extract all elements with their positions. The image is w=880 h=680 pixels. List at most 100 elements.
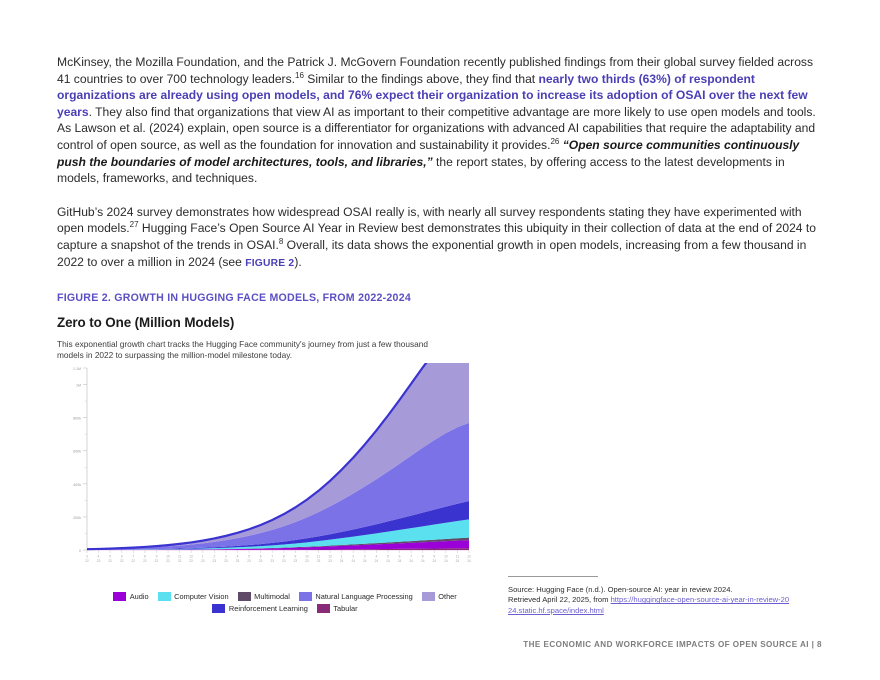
legend-swatch-icon — [212, 604, 226, 613]
text-run: ). — [294, 254, 302, 269]
x-axis-tick-label: 5 — [109, 555, 111, 559]
x-axis-tick-label: 5 — [387, 555, 389, 559]
x-axis-tick-sublabel: 22 — [143, 559, 147, 563]
legend-item[interactable]: Computer Vision — [157, 592, 229, 601]
x-axis-tick-label: 4 — [376, 555, 378, 559]
x-axis-tick-label: 12 — [189, 555, 193, 559]
legend-item[interactable]: Natural Language Processing — [298, 592, 413, 601]
x-axis-tick-sublabel: 22 — [120, 559, 124, 563]
x-axis-tick-label: 8 — [283, 555, 285, 559]
x-axis-tick-label: 1 — [341, 555, 343, 559]
body-text: McKinsey, the Mozilla Foundation, and th… — [57, 54, 819, 289]
x-axis-tick-sublabel: 24 — [386, 559, 390, 563]
text-run: the report states, by offering access to… — [57, 154, 785, 186]
legend-swatch-icon — [421, 592, 435, 601]
x-axis-tick-sublabel: 22 — [178, 559, 182, 563]
text-run: nearly two thirds (63%) of respondent or… — [57, 71, 808, 119]
chart-svg: 0200k400k600k800k1M1.1M32242252262272282… — [73, 363, 471, 563]
x-axis-tick-sublabel: 24 — [398, 559, 402, 563]
x-axis-tick-label: 1 — [202, 555, 204, 559]
x-axis-tick-sublabel: 23 — [224, 559, 228, 563]
legend-item[interactable]: Other — [421, 592, 457, 601]
y-axis-tick-label: 1.1M — [73, 367, 81, 371]
x-axis-tick-sublabel: 23 — [201, 559, 205, 563]
legend-item[interactable]: Tabular — [316, 604, 358, 613]
x-axis-tick-label: 11 — [317, 555, 321, 559]
legend-label: Computer Vision — [174, 592, 229, 601]
x-axis-tick-sublabel: 24 — [409, 559, 413, 563]
x-axis-tick-label: 3 — [225, 555, 227, 559]
text-run: 27 — [129, 220, 139, 230]
x-axis-tick-label: 6 — [121, 555, 123, 559]
x-axis-tick-sublabel: 24 — [363, 559, 367, 563]
legend-label: Natural Language Processing — [315, 592, 413, 601]
text-run: 16 — [295, 70, 304, 80]
x-axis-tick-sublabel: 22 — [97, 559, 101, 563]
total-trend-line — [86, 363, 428, 551]
x-axis-tick-sublabel: 24 — [375, 559, 379, 563]
x-axis-tick-label: 5 — [248, 555, 250, 559]
x-axis-tick-sublabel: 23 — [328, 559, 332, 563]
legend-item[interactable]: Reinforcement Learning — [212, 604, 308, 613]
x-axis-tick-sublabel: 23 — [282, 559, 286, 563]
x-axis-tick-sublabel: 24 — [351, 559, 355, 563]
x-axis-tick-label: 12 — [328, 555, 332, 559]
page-footer: THE ECONOMIC AND WORKFORCE IMPACTS OF OP… — [523, 640, 822, 649]
source-citation: Source: Hugging Face (n.d.). Open-source… — [508, 585, 793, 616]
x-axis-tick-label: 2 — [352, 555, 354, 559]
x-axis-tick-label: 12 — [467, 555, 471, 559]
x-axis-tick-sublabel: 24 — [340, 559, 344, 563]
x-axis-tick-sublabel: 22 — [108, 559, 112, 563]
y-axis-tick-label: 200k — [73, 516, 81, 520]
y-axis-tick-label: 600k — [73, 450, 81, 454]
y-axis-tick-label: 400k — [73, 483, 81, 487]
chart-title: Zero to One (Million Models) — [57, 315, 235, 330]
x-axis-tick-label: 8 — [422, 555, 424, 559]
x-axis-tick-label: 10 — [166, 555, 170, 559]
chart-subtitle: This exponential growth chart tracks the… — [57, 339, 428, 361]
text-run: “Open source communities continuously pu… — [57, 137, 800, 169]
x-axis-tick-sublabel: 23 — [294, 559, 298, 563]
x-axis-tick-label: 8 — [144, 555, 146, 559]
legend-row: Reinforcement Learning Tabular — [100, 604, 470, 613]
source-line-2: Retrieved April 22, 2025, from — [508, 595, 611, 605]
legend-swatch-icon — [157, 592, 171, 601]
area-series-tabular — [87, 548, 469, 550]
text-run: FIGURE 2 — [245, 257, 295, 269]
x-axis-tick-sublabel: 23 — [247, 559, 251, 563]
text-run: McKinsey, the Mozilla Foundation, and th… — [57, 55, 814, 86]
text-run: Hugging Face’s Open Source AI Year in Re… — [57, 221, 816, 252]
x-axis-tick-label: 6 — [260, 555, 262, 559]
x-axis-tick-label: 6 — [399, 555, 401, 559]
text-run: Overall, its data shows the exponential … — [57, 237, 807, 269]
paragraph-2: GitHub’s 2024 survey demonstrates how wi… — [57, 204, 819, 272]
legend-label: Reinforcement Learning — [228, 604, 308, 613]
x-axis-tick-sublabel: 22 — [189, 559, 193, 563]
text-run: . They also find that organizations that… — [57, 104, 816, 152]
legend-row: Audio Computer Vision Multimodal Natural La… — [100, 592, 470, 601]
legend-label: Audio — [129, 592, 149, 601]
x-axis-tick-label: 3 — [364, 555, 366, 559]
legend-item[interactable]: Audio — [113, 592, 149, 601]
y-axis-tick-label: 800k — [73, 417, 81, 421]
x-axis-tick-sublabel: 24 — [432, 559, 436, 563]
y-axis-tick-label: 0 — [79, 549, 81, 553]
x-axis-tick-sublabel: 23 — [270, 559, 274, 563]
x-axis-tick-label: 11 — [178, 555, 182, 559]
source-divider — [508, 576, 598, 577]
area-series-reinforcement-learning — [87, 501, 469, 550]
chart-legend: Audio Computer Vision Multimodal Natural La… — [100, 592, 470, 616]
source-link[interactable]: https://huggingface-open-source-ai-year-… — [508, 595, 790, 615]
legend-item[interactable]: Multimodal — [237, 592, 290, 601]
stacked-area-chart: 0 200k 400k 600k 800k 1M 1.1M 3 22 4 22 5 22 6 22 7 22 8 2… — [57, 363, 477, 578]
x-axis-tick-sublabel: 24 — [421, 559, 425, 563]
x-axis-tick-label: 9 — [433, 555, 435, 559]
x-axis-tick-label: 7 — [132, 555, 134, 559]
x-axis-tick-sublabel: 23 — [259, 559, 263, 563]
x-axis-tick-sublabel: 23 — [213, 559, 217, 563]
x-axis-tick-sublabel: 22 — [132, 559, 136, 563]
legend-label: Multimodal — [254, 592, 290, 601]
area-series-other — [87, 363, 469, 550]
x-axis-tick-sublabel: 24 — [444, 559, 448, 563]
text-run: 8 — [278, 236, 284, 246]
